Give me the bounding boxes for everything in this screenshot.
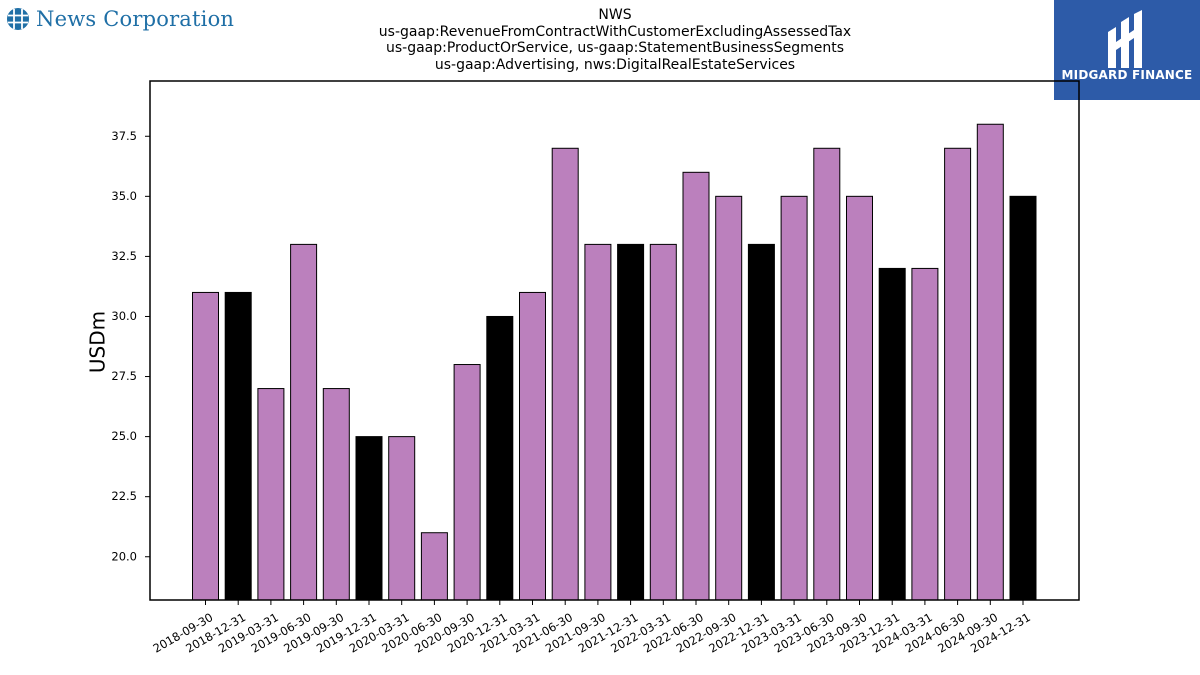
bar-2023-12-31 (878, 267, 906, 601)
bar-2024-12-31 (1009, 195, 1037, 601)
bar-2019-06-30 (290, 243, 318, 601)
bar-2022-06-30 (682, 171, 710, 601)
news-corporation-logo: News Corporation (6, 6, 234, 32)
bar-2019-12-31 (355, 436, 383, 601)
bar-2020-06-30 (420, 532, 448, 601)
bar-2020-03-31 (388, 436, 416, 601)
y-axis-label: USDm (86, 311, 110, 373)
y-tick-label: 27.5 (111, 369, 137, 383)
bar-2019-03-31 (257, 388, 285, 601)
title-line-1: NWS (598, 7, 632, 23)
bar-2024-06-30 (944, 147, 972, 601)
title-line-4: us-gaap:Advertising, nws:DigitalRealEsta… (434, 56, 796, 73)
bar-2018-12-31 (224, 291, 252, 601)
y-tick-label: 20.0 (111, 549, 137, 563)
news-corporation-logo-text: News Corporation (36, 7, 235, 31)
x-axis: 2018-09-302018-12-312019-03-312019-06-30… (151, 600, 1033, 656)
bar-2024-03-31 (911, 267, 939, 601)
bar-2022-09-30 (715, 195, 743, 601)
bar-2021-09-30 (584, 243, 612, 601)
bars-layer (192, 123, 1037, 601)
bar-2019-09-30 (322, 388, 350, 601)
y-tick-label: 37.5 (111, 129, 137, 143)
bar-2018-09-30 (192, 291, 219, 601)
title-line-3: us-gaap:ProductOrService, us-gaap:Statem… (385, 40, 844, 57)
axes-frame (149, 80, 1080, 601)
title-line-2: us-gaap:RevenueFromContractWithCustomerE… (378, 23, 852, 40)
midgard-mark-icon (1108, 10, 1142, 68)
bar-2021-06-30 (551, 147, 579, 601)
y-tick-label: 30.0 (111, 309, 137, 323)
bar-2020-09-30 (453, 364, 481, 601)
globe-grid-icon (7, 8, 29, 30)
y-axis: 20.0 22.5 25.0 27.5 30.0 32.5 35.0 37.5 (111, 129, 150, 563)
midgard-finance-logo-text: MIDGARD FINANCE (1061, 68, 1193, 82)
chart-title: NWS us-gaap:RevenueFromContractWithCusto… (200, 7, 1030, 73)
y-tick-label: 35.0 (111, 189, 137, 203)
bar-2022-12-31 (747, 243, 775, 601)
bar-2022-03-31 (649, 243, 677, 601)
bar-2023-06-30 (813, 147, 841, 601)
bar-2020-12-31 (486, 315, 514, 601)
bar-2023-03-31 (780, 195, 808, 601)
bar-2024-09-30 (976, 123, 1004, 601)
bar-2023-09-30 (846, 195, 873, 601)
y-tick-label: 22.5 (111, 489, 137, 503)
y-tick-label: 32.5 (111, 249, 137, 263)
y-tick-label: 25.0 (111, 429, 137, 443)
bar-2021-12-31 (617, 243, 645, 601)
bar-2021-03-31 (519, 291, 546, 601)
